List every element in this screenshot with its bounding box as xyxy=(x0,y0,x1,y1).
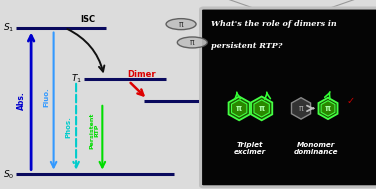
Text: Monomer
dominance: Monomer dominance xyxy=(294,142,338,155)
Text: π: π xyxy=(190,38,195,47)
Text: $T_1$: $T_1$ xyxy=(71,73,82,85)
Text: Dimer: Dimer xyxy=(127,70,156,79)
Polygon shape xyxy=(229,97,250,120)
Polygon shape xyxy=(321,101,335,116)
Text: π: π xyxy=(179,20,183,29)
FancyBboxPatch shape xyxy=(200,8,376,187)
Text: persistent RTP?: persistent RTP? xyxy=(211,43,282,50)
Polygon shape xyxy=(254,100,269,117)
Text: Phos.: Phos. xyxy=(65,116,71,138)
Polygon shape xyxy=(291,98,311,119)
Ellipse shape xyxy=(166,19,196,30)
Polygon shape xyxy=(318,98,338,119)
Text: ISC: ISC xyxy=(81,15,96,24)
Text: π: π xyxy=(236,104,242,113)
Text: π: π xyxy=(325,104,331,113)
Text: What's the role of dimers in: What's the role of dimers in xyxy=(211,20,337,29)
Text: π: π xyxy=(299,104,303,113)
Text: Triplet
excimer: Triplet excimer xyxy=(233,142,266,155)
Text: $S_1$: $S_1$ xyxy=(3,22,14,34)
Text: ✓: ✓ xyxy=(346,96,355,106)
Polygon shape xyxy=(251,97,272,120)
Text: Abs.: Abs. xyxy=(17,92,26,110)
Text: Persistent
RTP: Persistent RTP xyxy=(89,112,99,149)
Text: Fluo.: Fluo. xyxy=(43,88,49,107)
Text: π: π xyxy=(259,104,265,113)
Text: $T_1^*$: $T_1^*$ xyxy=(209,94,221,108)
Ellipse shape xyxy=(177,37,207,48)
Text: $S_0$: $S_0$ xyxy=(3,168,14,181)
Polygon shape xyxy=(232,100,247,117)
